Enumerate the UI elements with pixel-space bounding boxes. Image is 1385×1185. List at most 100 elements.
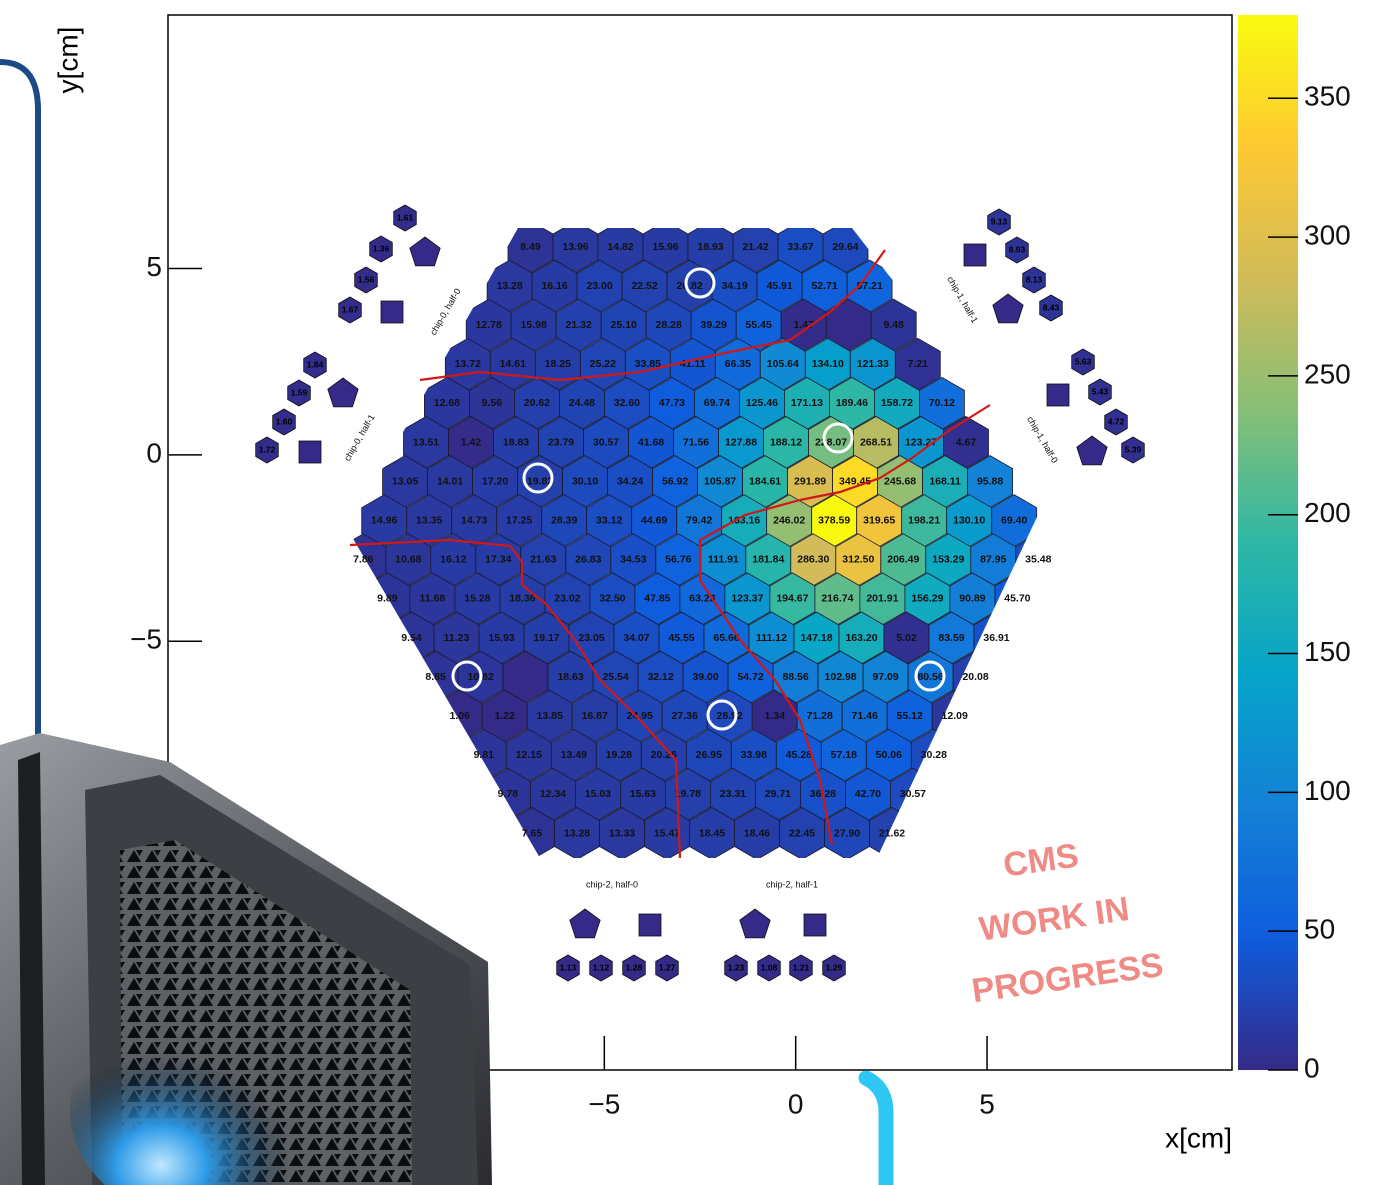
cell-label: 14.01 xyxy=(437,475,463,487)
cell-label: 44.69 xyxy=(641,514,667,526)
cell-label: 111.12 xyxy=(756,632,787,644)
cell-label: 105.64 xyxy=(767,358,799,370)
cell-label: 28.39 xyxy=(551,514,577,526)
cell-label: 23.79 xyxy=(548,436,574,448)
calib-label: 5.39 xyxy=(1125,444,1142,454)
cell-label: 286.30 xyxy=(797,554,829,566)
cell-label: 9.81 xyxy=(474,749,495,761)
cell-label: 25.10 xyxy=(611,319,637,331)
cell-label: 45.55 xyxy=(668,632,694,644)
color-bar-tick-label: 150 xyxy=(1304,636,1351,667)
cell-label: 13.96 xyxy=(562,241,588,253)
cell-label: 97.09 xyxy=(872,671,898,683)
cell-label: 1.42 xyxy=(461,436,482,448)
cell-label: 32.50 xyxy=(599,593,625,605)
cell-label: 32.60 xyxy=(614,397,640,409)
bracket xyxy=(866,1078,886,1185)
cell-label: 153.29 xyxy=(932,554,964,566)
slide-border xyxy=(0,62,38,745)
cell-label: 125.46 xyxy=(746,397,778,409)
cell-label: 18.36 xyxy=(509,593,535,605)
cell-label: 18.46 xyxy=(744,827,770,839)
cell-label: 134.10 xyxy=(812,358,844,370)
cell-label: 21.42 xyxy=(742,241,768,253)
color-bar-tick-label: 350 xyxy=(1304,81,1351,112)
cell-label: 23.05 xyxy=(578,632,604,644)
cell-label: 42.70 xyxy=(855,788,881,800)
cell-label: 80.56 xyxy=(917,671,943,683)
cell-label: 30.28 xyxy=(921,749,947,761)
cell-label: 15.93 xyxy=(488,632,514,644)
cell-label: 25.22 xyxy=(590,358,616,370)
cell-label: 69.40 xyxy=(1001,514,1027,526)
cell-label: 18.25 xyxy=(545,358,571,370)
cell-label: 18.63 xyxy=(557,671,583,683)
cell-label: 16.87 xyxy=(582,710,608,722)
cell-label: 39.00 xyxy=(692,671,718,683)
cell-label: 34.24 xyxy=(617,475,643,487)
calib-label: 1.21 xyxy=(793,962,810,972)
cell-label: 268.51 xyxy=(860,436,892,448)
calib-label: 8.43 xyxy=(1043,302,1060,312)
cell-label: 206.49 xyxy=(887,554,919,566)
cell-label: 312.50 xyxy=(842,554,874,566)
chip-label: chip-2, half-0 xyxy=(586,879,638,889)
square-pad xyxy=(381,301,403,323)
color-bar-tick-label: 0 xyxy=(1304,1052,1320,1083)
cell-label: 30.57 xyxy=(593,436,619,448)
cell-label: 13.33 xyxy=(609,827,635,839)
calib-label: 1.84 xyxy=(307,359,324,369)
cell-label: 11.68 xyxy=(420,593,446,605)
cell-label: 70.12 xyxy=(929,397,955,409)
cell-label: 13.35 xyxy=(416,514,442,526)
cell-label: 102.98 xyxy=(825,671,857,683)
cell-label: 27.90 xyxy=(834,827,860,839)
cell-label: 34.07 xyxy=(623,632,649,644)
cell-label: 12.15 xyxy=(516,749,542,761)
calib-label: 8.93 xyxy=(1009,244,1026,254)
cell-label: 111.91 xyxy=(708,554,739,566)
cell-label: 15.96 xyxy=(652,241,678,253)
calib-label: 1.08 xyxy=(761,962,778,972)
calib-label: 1.60 xyxy=(276,416,293,426)
cell-label: 23.00 xyxy=(586,280,612,292)
color-bar-tick-label: 200 xyxy=(1304,497,1351,528)
cell-label: 105.87 xyxy=(704,475,736,487)
cell-label: 13.51 xyxy=(413,436,439,448)
cell-label: 1.22 xyxy=(494,710,515,722)
cell-label: 88.56 xyxy=(782,671,808,683)
cell-label: 198.21 xyxy=(908,514,940,526)
cell-label: 216.74 xyxy=(821,593,853,605)
x-tick-label: 5 xyxy=(979,1088,995,1119)
calib-label: 1.27 xyxy=(659,962,676,972)
cell-label: 123.37 xyxy=(731,593,763,605)
cell-label: 17.20 xyxy=(482,475,508,487)
square-pad xyxy=(299,441,321,463)
cell-label: 10.68 xyxy=(395,554,421,566)
cell-label: 18.93 xyxy=(697,241,723,253)
cell-label: 23.31 xyxy=(720,788,746,800)
cell-label: 13.85 xyxy=(537,710,563,722)
cell-label: 27.36 xyxy=(672,710,698,722)
cell-label: 33.12 xyxy=(596,514,622,526)
cell-label: 41.68 xyxy=(638,436,664,448)
chart: −505−505 8.4913.9614.8215.9618.9321.4233… xyxy=(0,0,1385,1185)
cell-label: 19.17 xyxy=(533,632,559,644)
cell-label: 19.78 xyxy=(675,788,701,800)
cell-label: 54.72 xyxy=(737,671,763,683)
calib-label: 5.63 xyxy=(1075,356,1092,366)
cell-label: 24.48 xyxy=(569,397,595,409)
cell-label: 26.95 xyxy=(696,749,722,761)
cell-label: 130.10 xyxy=(953,514,985,526)
cell-label: 45.70 xyxy=(1004,593,1030,605)
cell-label: 171.13 xyxy=(791,397,823,409)
color-bar-tick-label: 100 xyxy=(1304,775,1351,806)
cell-label: 14.82 xyxy=(607,241,633,253)
cell-label: 378.59 xyxy=(818,514,850,526)
color-bar-tick-label: 250 xyxy=(1304,358,1351,389)
calib-label: 1.59 xyxy=(291,387,308,397)
square-pad xyxy=(639,914,661,936)
calib-label: 1.13 xyxy=(560,962,577,972)
cell-label: 15.63 xyxy=(630,788,656,800)
cell-label: 194.67 xyxy=(776,593,808,605)
